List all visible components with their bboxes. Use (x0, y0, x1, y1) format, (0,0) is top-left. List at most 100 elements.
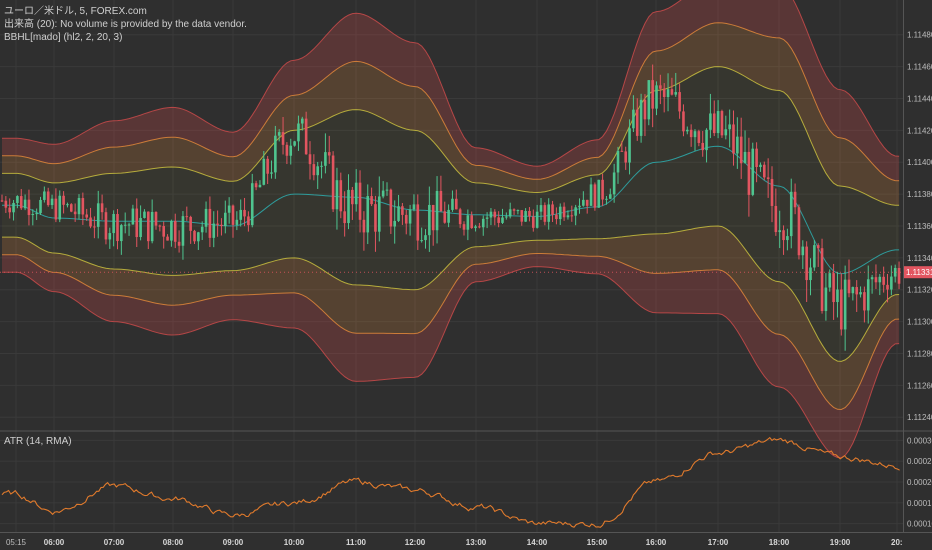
candle-body (54, 198, 58, 220)
candle-body (501, 217, 504, 223)
candle (412, 194, 416, 212)
candle (662, 83, 666, 113)
candle (370, 187, 373, 207)
candle-body (166, 236, 169, 241)
candle-body (820, 248, 824, 312)
candle (813, 240, 816, 271)
outer-lower-band-line (2, 266, 900, 459)
candle-body (870, 277, 874, 280)
candle-body (597, 179, 601, 208)
candle (0, 194, 4, 202)
candle (528, 207, 531, 222)
candle-body (8, 207, 11, 213)
candle (424, 229, 427, 249)
candle (8, 198, 11, 219)
candle (239, 199, 242, 227)
candlestick-series (0, 64, 901, 351)
candle-body (639, 99, 643, 136)
candle (516, 209, 520, 215)
legend-symbol[interactable]: ユーロ／米ドル, 5, FOREX.com (4, 6, 147, 17)
candle-body (863, 292, 866, 311)
candle (485, 212, 489, 229)
candle (185, 206, 189, 221)
candle-body (643, 99, 647, 120)
candle-body (281, 132, 285, 145)
candle (231, 204, 235, 238)
candle-body (370, 196, 373, 205)
current-price-label: 1.11331 (906, 268, 932, 277)
candle-body (339, 180, 343, 212)
candle (404, 209, 408, 235)
candle-body (763, 164, 766, 178)
candle-body (208, 208, 212, 238)
middle-upper-band-fill (2, 22, 900, 206)
candle (177, 230, 181, 253)
candle-body (420, 240, 423, 242)
candle-body (158, 225, 162, 227)
candle (293, 140, 296, 147)
candle-body (751, 148, 755, 195)
candle-body (878, 276, 882, 283)
time-tick-label: 05:15 (6, 538, 27, 547)
candle-body (616, 150, 620, 173)
price-tick-label: 1.11300 (907, 318, 932, 327)
candle (451, 190, 454, 212)
candle-body (816, 245, 820, 249)
candle (532, 209, 535, 232)
candle (381, 181, 385, 199)
candle (112, 210, 115, 247)
candle-body (173, 220, 177, 242)
candle-body (243, 209, 246, 217)
candle-body (601, 179, 604, 200)
candle (274, 125, 277, 179)
legend-indicator[interactable]: BBHL[mado] (hl2, 2, 20, 3) (4, 32, 123, 43)
candle-body (304, 118, 308, 155)
time-tick-label: 15:00 (587, 538, 608, 547)
legend-atr[interactable]: ATR (14, RMA) (4, 436, 72, 447)
candle-body (739, 136, 743, 164)
candle (489, 208, 493, 226)
candle-body (689, 129, 693, 138)
candle-body (470, 215, 473, 229)
candle (362, 211, 366, 251)
candle (678, 83, 681, 119)
atr-tick-label: 0.00025 (907, 457, 932, 466)
candle (308, 141, 312, 180)
candle (173, 213, 177, 249)
time-tick-label: 08:00 (163, 538, 184, 547)
legend-volume[interactable]: 出来高 (20): No volume is provided by the d… (4, 19, 247, 30)
candle-body (547, 204, 550, 222)
candle-body (143, 211, 146, 218)
candle (651, 64, 654, 128)
candle-body (624, 151, 627, 163)
candle (897, 261, 901, 290)
atr-series (1, 436, 900, 528)
candle-body (712, 113, 716, 134)
candle (243, 197, 246, 227)
candle (123, 212, 127, 234)
candle (566, 210, 570, 220)
candle (93, 216, 96, 239)
candle-body (632, 109, 635, 129)
candle-body (66, 204, 69, 206)
candle-body (397, 206, 400, 221)
candle-body (635, 109, 639, 136)
candle (258, 180, 262, 188)
candle (108, 227, 112, 249)
candle-body (247, 216, 250, 226)
candle (609, 188, 612, 200)
candle-body (612, 172, 616, 195)
candle-body (697, 131, 701, 143)
atr-line (1, 436, 900, 528)
candle (54, 188, 58, 223)
candle (666, 73, 670, 112)
candle-body (389, 189, 393, 227)
candle (828, 269, 832, 292)
candle-body (478, 226, 481, 228)
candle-body (227, 205, 231, 213)
candle-body (593, 184, 597, 208)
candle (870, 274, 874, 294)
candle-body (70, 204, 73, 212)
